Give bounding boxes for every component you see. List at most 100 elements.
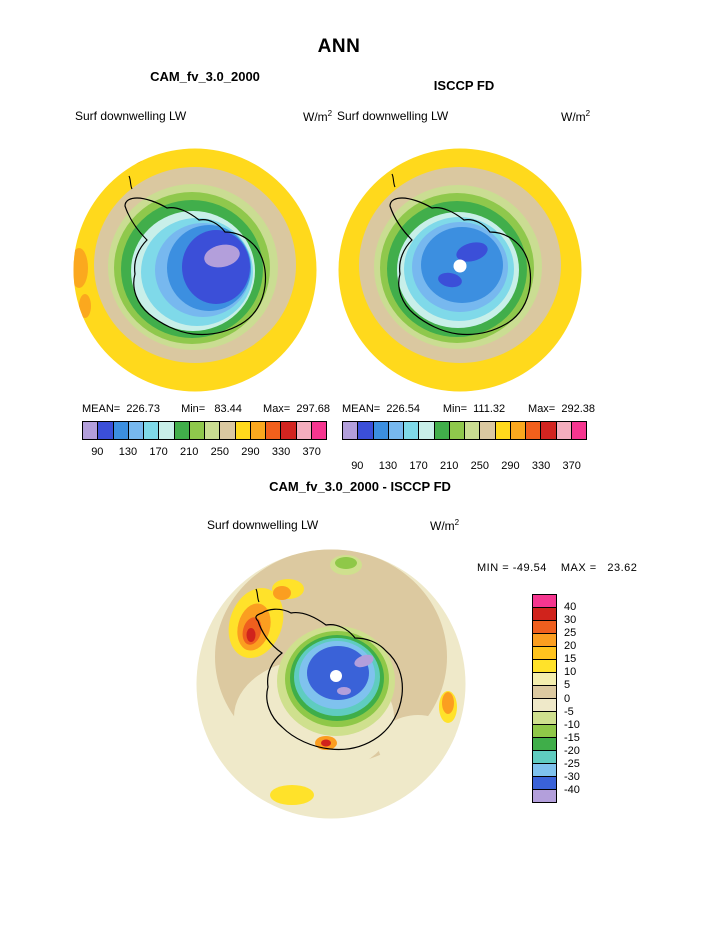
cam-units-base: W/m: [303, 110, 328, 124]
isccp-colorbar-ticks: 90 130 170 210 250 290 330 370: [342, 460, 587, 474]
colorbar-cell: [343, 422, 358, 439]
colorbar-cell: [372, 422, 388, 439]
diff-min-text: MIN = -49.54: [477, 562, 547, 574]
isccp-units-base: W/m: [561, 110, 586, 124]
pole-hole: [453, 259, 467, 273]
colorbar-cell: [533, 607, 556, 620]
isccp-field-label: Surf downwelling LW: [337, 109, 449, 123]
colorbar-tick-label: 20: [564, 640, 577, 653]
isccp-map: [338, 148, 582, 392]
stat-max: Max= 297.68: [263, 403, 330, 415]
contour-band: [246, 628, 256, 642]
colorbar-tick-label: 15: [564, 653, 577, 666]
colorbar-cell: [387, 422, 403, 439]
colorbar-tick-label: 330: [271, 446, 291, 458]
colorbar-cell: [448, 422, 464, 439]
contour-band: [273, 586, 291, 600]
colorbar-cell: [280, 422, 296, 439]
contour-band: [438, 272, 462, 288]
colorbar-cell: [494, 422, 510, 439]
colorbar-cell: [533, 595, 556, 607]
colorbar-cell: [533, 724, 556, 737]
colorbar-cell: [533, 763, 556, 776]
colorbar-cell: [188, 422, 204, 439]
contour-band: [123, 152, 143, 164]
cam-units-exp: 2: [327, 109, 333, 118]
colorbar-tick-label: 330: [531, 460, 551, 472]
contour-band: [335, 557, 357, 569]
colorbar-cell: [533, 698, 556, 711]
island-mark: [128, 175, 133, 190]
colorbar-tick-label: 250: [470, 460, 489, 472]
colorbar-cell: [97, 422, 113, 439]
colorbar-tick-label: -25: [564, 757, 580, 770]
pole-hole: [330, 670, 342, 682]
diff-map: [196, 549, 466, 819]
colorbar-tick-label: 90: [351, 460, 364, 472]
contour-band: [204, 244, 240, 268]
colorbar-tick-label: 25: [564, 627, 577, 640]
contour-band: [456, 242, 488, 262]
colorbar-tick-label: 370: [562, 460, 581, 472]
contour-band: [73, 248, 88, 288]
colorbar-cell: [509, 422, 525, 439]
colorbar-tick-label: 290: [501, 460, 520, 472]
colorbar-cell: [418, 422, 434, 439]
colorbar-tick-label: 5: [564, 679, 571, 692]
diff-panel-title: CAM_fv_3.0_2000 - ISCCP FD: [269, 479, 451, 494]
colorbar-cell: [533, 685, 556, 698]
contour-band: [378, 715, 458, 775]
cam-colorbar: [82, 421, 327, 440]
antarctica-coastline: [389, 197, 532, 336]
colorbar-tick-label: 250: [210, 446, 229, 458]
contour-band: [321, 739, 331, 747]
colorbar-cell: [158, 422, 174, 439]
contour-band: [79, 294, 91, 318]
colorbar-tick-label: 130: [378, 460, 398, 472]
isccp-units-label: W/m2: [561, 109, 590, 124]
antarctica-coastline: [255, 608, 403, 751]
colorbar-tick-label: -10: [564, 718, 580, 731]
stat-max: Max= 292.38: [528, 403, 595, 415]
colorbar-cell: [533, 659, 556, 672]
season-title: ANN: [317, 36, 361, 57]
colorbar-tick-label: -5: [564, 705, 574, 718]
colorbar-cell: [403, 422, 419, 439]
colorbar-cell: [533, 750, 556, 763]
colorbar-cell: [249, 422, 265, 439]
colorbar-cell: [533, 646, 556, 659]
diff-units-base: W/m: [430, 519, 455, 533]
colorbar-tick-label: 210: [180, 446, 199, 458]
cam-field-label: Surf downwelling LW: [75, 109, 187, 123]
colorbar-cell: [533, 789, 556, 802]
colorbar-cell: [533, 711, 556, 724]
colorbar-tick-label: 170: [149, 446, 168, 458]
island-mark: [391, 173, 396, 188]
colorbar-tick-label: -40: [564, 783, 580, 796]
colorbar-cell: [533, 620, 556, 633]
isccp-units-exp: 2: [585, 109, 591, 118]
colorbar-tick-label: 170: [409, 460, 428, 472]
colorbar-cell: [310, 422, 326, 439]
colorbar-tick-label: 130: [118, 446, 138, 458]
colorbar-cell: [533, 776, 556, 789]
colorbar-cell: [479, 422, 495, 439]
isccp-colorbar: [342, 421, 587, 440]
cam-colorbar-ticks: 90 130 170 210 250 290 330 370: [82, 446, 327, 460]
colorbar-tick-label: 290: [241, 446, 260, 458]
colorbar-tick-label: -20: [564, 744, 580, 757]
colorbar-tick-label: 0: [564, 692, 571, 705]
stat-mean: MEAN= 226.54: [342, 403, 420, 415]
contour-band: [354, 654, 374, 668]
diff-units-exp: 2: [454, 518, 460, 527]
diff-field-label: Surf downwelling LW: [207, 518, 319, 532]
colorbar-tick-label: -30: [564, 770, 580, 783]
contour-band: [442, 692, 454, 714]
colorbar-tick-label: 10: [564, 666, 577, 679]
isccp-stats-row: MEAN= 226.54 Min= 111.32 Max= 292.38: [342, 403, 595, 415]
antarctica-coastline: [124, 197, 267, 336]
colorbar-cell: [234, 422, 250, 439]
diff-units-label: W/m2: [430, 518, 459, 533]
colorbar-tick-label: 40: [564, 601, 577, 614]
